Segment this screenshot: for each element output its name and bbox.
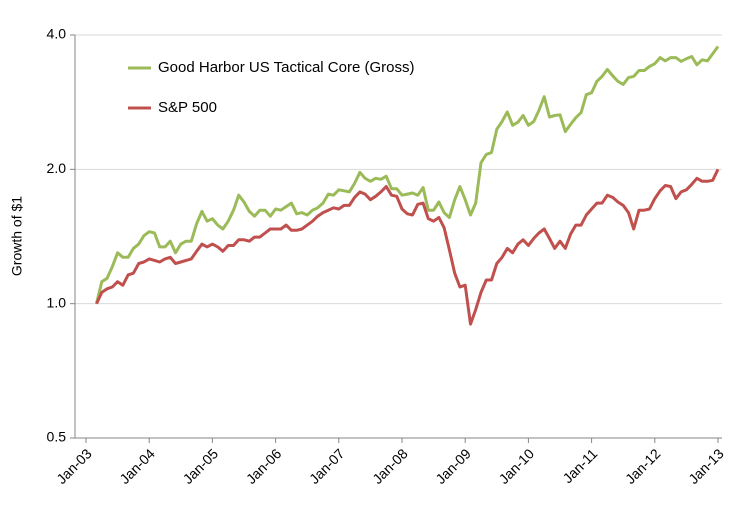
x-tick-label: Jan-13: [685, 445, 727, 487]
x-tick-label: Jan-07: [306, 445, 348, 487]
line-series: [95, 168, 720, 326]
y-tick-label: 2.0: [47, 160, 67, 176]
y-tick-label: 0.5: [47, 429, 67, 445]
x-tick-label: Jan-08: [369, 445, 411, 487]
x-tick-label: Jan-10: [496, 445, 538, 487]
y-axis-title: Growth of $1: [9, 196, 25, 276]
x-tick-label: Jan-06: [243, 445, 285, 487]
x-tick-label: Jan-04: [116, 445, 158, 487]
x-tick-label: Jan-09: [432, 445, 474, 487]
line-series: [95, 45, 720, 305]
x-tick-label: Jan-12: [622, 445, 664, 487]
legend-label: S&P 500: [158, 99, 217, 116]
y-tick-label: 1.0: [47, 294, 67, 310]
legend-label: Good Harbor US Tactical Core (Gross): [158, 59, 414, 76]
x-tick-label: Jan-11: [559, 445, 600, 486]
x-tick-label: Jan-03: [53, 445, 95, 487]
y-tick-label: 4.0: [47, 26, 67, 42]
x-tick-label: Jan-05: [180, 445, 222, 487]
